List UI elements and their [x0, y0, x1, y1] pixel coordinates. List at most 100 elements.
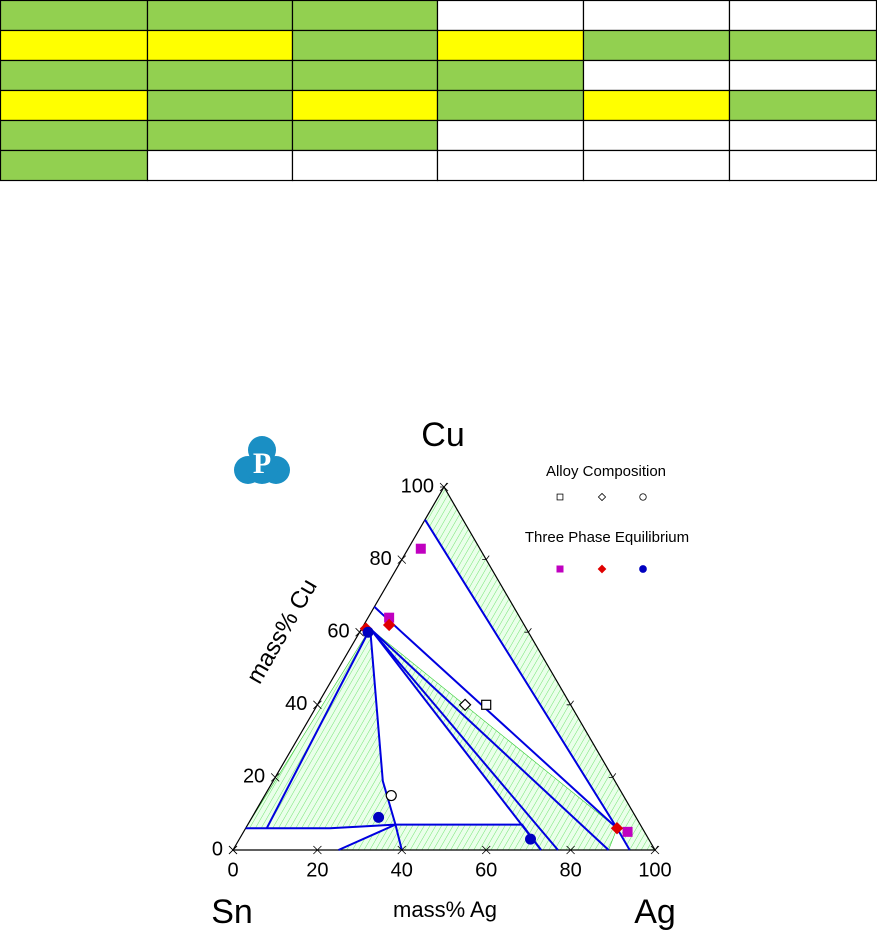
table-cell: [582, 89, 731, 122]
table-cell: [291, 59, 439, 92]
table-cell: [146, 0, 294, 32]
data-point: [362, 626, 374, 638]
table-cell: [436, 149, 585, 182]
x-tick-label: 20: [306, 859, 328, 881]
table-cell: [728, 59, 877, 92]
x-tick-mark: [481, 845, 491, 855]
y-tick-mark: [440, 482, 448, 488]
table-cell: [0, 119, 149, 152]
legend-marker: [639, 565, 647, 573]
y-tick-label: 0: [212, 838, 223, 860]
legend-marker: [597, 564, 607, 574]
phase-boundary: [265, 628, 372, 829]
data-point: [481, 699, 492, 710]
table-cell: [436, 119, 585, 152]
x-tick-label: 80: [559, 859, 581, 881]
table-cell: [0, 0, 149, 32]
legend-marker: [639, 493, 647, 501]
y-tick-mark: [228, 845, 238, 855]
y-tick-mark: [270, 773, 280, 782]
y-tick-label: 100: [401, 475, 434, 497]
y-tick-label: 40: [285, 693, 307, 715]
logo-letter: P: [253, 447, 271, 480]
x-tick-mark: [566, 845, 575, 855]
table-cell: [0, 149, 149, 182]
table-cell: [728, 119, 877, 152]
table-cell: [0, 59, 149, 92]
table-cell: [436, 0, 585, 32]
logo: P: [234, 436, 290, 484]
phase-boundary: [369, 628, 403, 851]
legend-marker: [556, 565, 564, 573]
y-tick-mark: [313, 700, 322, 710]
y-tick-mark: [566, 700, 574, 706]
table: [0, 0, 877, 182]
table-cell: [291, 119, 439, 152]
y-tick-label: 80: [370, 548, 392, 570]
x-tick-mark: [397, 845, 407, 855]
table-cell: [0, 89, 149, 122]
table-cell: [146, 89, 294, 122]
corner-label-left: Sn: [211, 893, 253, 931]
phase-boundary: [369, 627, 559, 851]
legend-marker: [556, 493, 564, 501]
x-tick-label: 0: [227, 859, 238, 881]
table-cell: [436, 89, 585, 122]
table-cell: [146, 59, 294, 92]
x-tick-label: 60: [475, 859, 497, 881]
y-tick-mark: [651, 845, 659, 851]
y-tick-mark: [397, 555, 407, 564]
tie-line-region: [266, 627, 396, 829]
table-cell: [582, 119, 731, 152]
corner-label-top: Cu: [421, 416, 464, 454]
table-cell: [728, 89, 877, 122]
table-cell: [728, 0, 877, 32]
table-cell: [436, 29, 585, 62]
data-point: [415, 543, 426, 554]
phase-boundary: [373, 606, 618, 829]
triangle-frame: [231, 485, 657, 851]
data-point: [373, 811, 385, 823]
y-tick-label: 20: [243, 766, 265, 788]
table-cell: [582, 59, 731, 92]
legend-marker: [597, 492, 607, 502]
y-tick-label: 60: [327, 620, 349, 642]
table-cell: [582, 29, 731, 62]
x-tick-label: 40: [391, 859, 413, 881]
x-tick-mark: [313, 845, 322, 855]
table-cell: [582, 149, 731, 182]
table-cell: [291, 29, 439, 62]
data-point: [622, 826, 633, 837]
x-axis-label: mass% Ag: [393, 897, 497, 922]
x-tick-label: 100: [638, 859, 671, 881]
data-point: [458, 698, 472, 712]
phase-boundary: [338, 823, 396, 851]
table-cell: [291, 0, 439, 32]
legend-title: Three Phase Equilibrium: [525, 529, 689, 546]
phase-boundary: [369, 627, 610, 851]
data-point: [385, 789, 397, 802]
legend-title: Alloy Composition: [546, 463, 666, 480]
table-cell: [291, 149, 439, 182]
y-axis-label: mass% Cu: [241, 574, 322, 688]
ternary-chart: Cu Sn Ag mass% Ag mass% Cu Alloy Composi…: [211, 416, 689, 931]
y-tick-mark: [524, 627, 532, 633]
table-cell: [728, 29, 877, 62]
corner-label-right: Ag: [634, 893, 676, 931]
data-point: [382, 618, 396, 632]
y-tick-mark: [482, 555, 490, 560]
table-cell: [728, 149, 877, 182]
data-point: [525, 833, 537, 845]
phase-boundary: [369, 627, 542, 851]
data-point: [610, 822, 624, 835]
table-cell: [0, 29, 149, 62]
table-cell: [146, 119, 294, 152]
y-tick-mark: [608, 773, 617, 778]
table-cell: [436, 59, 585, 92]
table-cell: [291, 89, 439, 122]
table-cell: [582, 0, 731, 32]
table-cell: [146, 149, 294, 182]
table-cell: [146, 29, 294, 62]
